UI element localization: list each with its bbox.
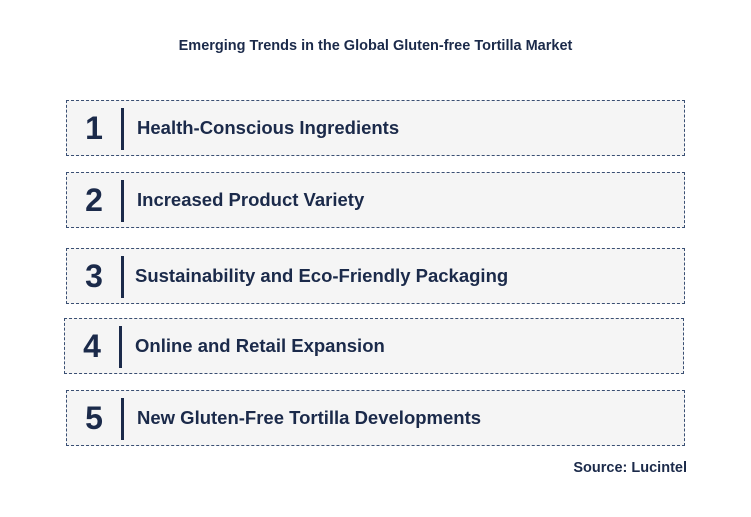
trend-item-4: 4 Online and Retail Expansion [64, 318, 684, 374]
diagram-title: Emerging Trends in the Global Gluten-fre… [178, 38, 573, 54]
trend-label: Increased Product Variety [137, 189, 365, 210]
source-credit: Source: Lucintel [573, 460, 687, 476]
trend-label: Online and Retail Expansion [135, 335, 385, 356]
divider-bar [121, 180, 124, 222]
trend-label: Sustainability and Eco-Friendly Packagin… [135, 265, 509, 286]
trend-item-1: 1 Health-Conscious Ingredients [66, 100, 685, 156]
trend-item-5: 5 New Gluten-Free Tortilla Developments [66, 390, 685, 446]
divider-bar [121, 108, 124, 150]
trend-item-3: 3 Sustainability and Eco-Friendly Packag… [66, 248, 685, 304]
trend-label: Health-Conscious Ingredients [137, 117, 400, 138]
trend-item-2: 2 Increased Product Variety [66, 172, 685, 228]
trend-number: 2 [85, 181, 103, 218]
trend-number: 4 [83, 327, 101, 364]
trend-number: 5 [85, 399, 103, 436]
trend-label: New Gluten-Free Tortilla Developments [137, 407, 482, 428]
divider-bar [121, 398, 124, 440]
divider-bar [121, 256, 124, 298]
trend-number: 3 [85, 257, 103, 294]
divider-bar [119, 326, 122, 368]
trend-number: 1 [85, 109, 103, 146]
